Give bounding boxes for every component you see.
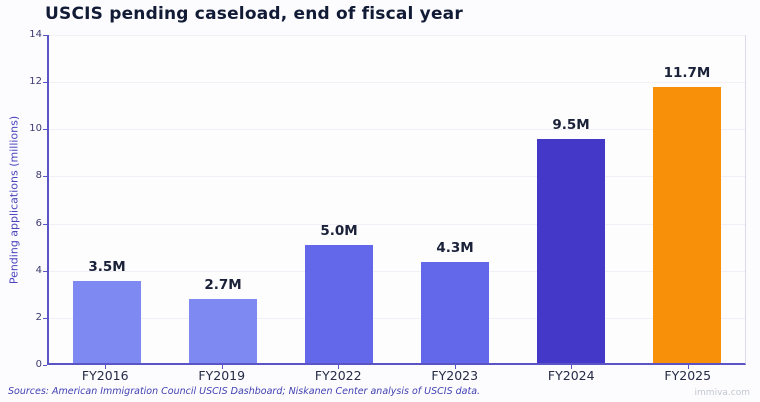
bar-value-label-FY2024: 9.5M	[552, 117, 590, 134]
bar-value-label-FY2019: 2.7M	[204, 277, 242, 294]
y-axis-title: Pending applications (millions)	[7, 115, 21, 285]
x-tick-mark-FY2024	[571, 365, 573, 369]
gridline-y-6	[49, 223, 745, 225]
gridline-y-4	[49, 270, 745, 272]
gridline-y-14	[49, 35, 745, 36]
y-tick-label-0: 0	[35, 359, 42, 370]
gridline-y-10	[49, 129, 745, 131]
bar-FY2022: 5.0M	[305, 223, 373, 363]
bar-value-label-FY2025: 11.7M	[663, 65, 711, 82]
x-label-slot-FY2016: FY2016	[47, 368, 164, 383]
plot-area: 0 2 4 6 8 10 12 14 3.5M 2.7M 5.0M 4.3M 9.5M 11.7M	[29, 29, 746, 370]
watermark: immiva.com	[694, 388, 750, 398]
x-label-slot-FY2023: FY2023	[397, 368, 514, 383]
y-tick-mark-6	[43, 223, 47, 225]
bar-slot-FY2023: 4.3M	[397, 35, 513, 363]
x-label-slot-FY2024: FY2024	[513, 368, 630, 383]
x-tick-label-FY2025: FY2025	[664, 368, 712, 383]
x-label-slot-FY2025: FY2025	[630, 368, 747, 383]
y-tick-mark-12	[43, 82, 47, 84]
y-tick-label-6: 6	[35, 217, 42, 229]
bar-FY2024: 9.5M	[537, 117, 605, 363]
bar-slot-FY2019: 2.7M	[165, 35, 281, 363]
y-tick-mark-0	[43, 365, 47, 366]
sources-note: Sources: American Immigration Council US…	[8, 386, 481, 397]
bar-value-label-FY2022: 5.0M	[320, 223, 358, 240]
x-label-slot-FY2019: FY2019	[164, 368, 281, 383]
x-tick-label-FY2024: FY2024	[547, 368, 595, 383]
x-tick-mark-FY2025	[687, 365, 689, 369]
y-tick-mark-2	[43, 317, 47, 319]
x-tick-mark-FY2019	[221, 365, 223, 369]
y-tick-label-14: 14	[29, 29, 42, 40]
y-tick-mark-8	[43, 176, 47, 178]
x-tick-label-FY2023: FY2023	[431, 368, 479, 383]
x-axis-labels: FY2016 FY2019 FY2022 FY2023 FY2024 FY2025	[47, 365, 747, 383]
chart-title: USCIS pending caseload, end of fiscal ye…	[45, 4, 463, 24]
x-tick-label-FY2022: FY2022	[314, 368, 362, 383]
bar-slot-FY2022: 5.0M	[281, 35, 397, 363]
bar-FY2025: 11.7M	[653, 65, 721, 363]
y-tick-mark-10	[43, 129, 47, 131]
y-tick-label-2: 2	[35, 311, 42, 323]
bar-value-label-FY2023: 4.3M	[436, 239, 474, 256]
bar-FY2016: 3.5M	[73, 259, 141, 363]
x-tick-mark-FY2022	[338, 365, 340, 369]
bar-slot-FY2016: 3.5M	[49, 35, 165, 363]
y-tick-label-12: 12	[29, 76, 42, 88]
x-tick-label-FY2019: FY2019	[198, 368, 246, 383]
bar-slot-FY2025: 11.7M	[629, 35, 745, 363]
y-tick-label-10: 10	[29, 123, 42, 135]
y-tick-label-8: 8	[35, 170, 42, 182]
bars-layer: 3.5M 2.7M 5.0M 4.3M 9.5M 11.7M	[49, 35, 745, 363]
bar-slot-FY2024: 9.5M	[513, 35, 629, 363]
y-tick-mark-4	[43, 270, 47, 272]
y-tick-label-4: 4	[35, 264, 42, 276]
x-label-slot-FY2022: FY2022	[280, 368, 397, 383]
gridline-y-12	[49, 82, 745, 84]
gridline-y-2	[49, 317, 745, 319]
x-tick-mark-FY2023	[454, 365, 456, 369]
bar-FY2023: 4.3M	[421, 240, 489, 363]
bar-value-label-FY2016: 3.5M	[88, 258, 126, 275]
x-tick-mark-FY2016	[105, 365, 107, 369]
bar-FY2019: 2.7M	[189, 277, 257, 363]
y-tick-mark-14	[43, 35, 47, 36]
gridline-y-8	[49, 176, 745, 178]
x-tick-label-FY2016: FY2016	[81, 368, 129, 383]
